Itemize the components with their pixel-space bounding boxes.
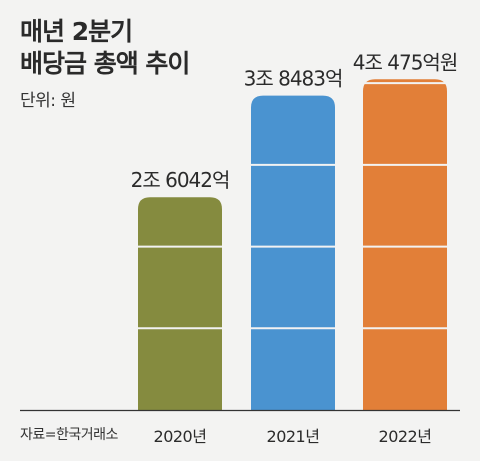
title-block: 매년 2분기 배당금 총액 추이 단위: 원 [20,16,190,111]
x-tick-label: 2020년 [154,427,207,446]
chart-title-line2: 배당금 총액 추이 [20,49,190,78]
x-tick-label: 2021년 [267,427,320,446]
data-label: 4조 475억원 [353,50,457,74]
source-note: 자료=한국거래소 [20,427,118,443]
data-label: 2조 6042억 [131,168,230,192]
chart-title-line1: 매년 2분기 [20,17,133,46]
unit-label: 단위: 원 [20,91,76,111]
data-label: 3조 8483억 [244,67,343,91]
x-tick-label: 2022년 [379,427,432,446]
bar-2022년 [363,79,447,410]
bar-2021년 [251,95,335,410]
bar-2020년 [138,197,222,410]
